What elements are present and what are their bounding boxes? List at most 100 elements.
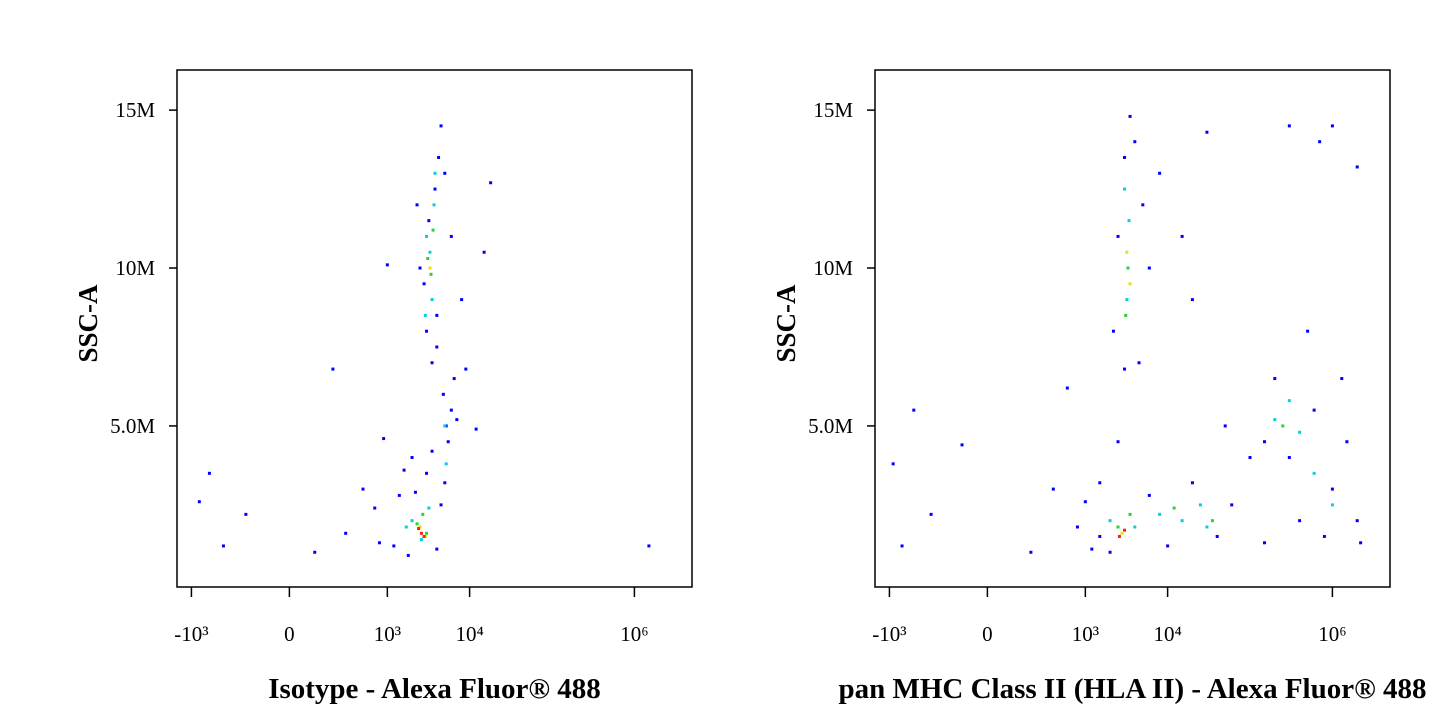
point	[439, 124, 443, 128]
x-tick-label: 0	[284, 622, 295, 646]
point	[428, 250, 432, 254]
point	[373, 506, 377, 510]
point	[1322, 534, 1326, 538]
x-tick-label: 10³	[374, 622, 401, 646]
point	[427, 506, 431, 510]
point	[1172, 506, 1176, 510]
point	[912, 408, 916, 412]
plot-frame	[874, 69, 1391, 588]
point	[1190, 481, 1194, 485]
point	[449, 408, 453, 412]
x-tick-label: 10⁴	[455, 622, 483, 646]
point	[1128, 114, 1132, 118]
point	[382, 437, 386, 441]
point	[421, 512, 425, 516]
point	[439, 503, 443, 507]
point	[1029, 550, 1033, 554]
point	[1125, 250, 1129, 254]
point	[455, 418, 459, 422]
point	[1108, 550, 1112, 554]
plot-frame	[176, 69, 693, 588]
point	[385, 263, 389, 267]
point	[1312, 471, 1316, 475]
point	[419, 538, 423, 542]
point	[1198, 503, 1202, 507]
point	[430, 298, 434, 302]
point	[1123, 367, 1127, 371]
point	[1126, 266, 1130, 270]
x-tick-label: 0	[982, 622, 993, 646]
point	[402, 468, 406, 472]
point	[1147, 493, 1151, 497]
x-axis-label: pan MHC Class II (HLA II) - Alexa Fluor®…	[838, 673, 1426, 705]
point	[1051, 487, 1055, 491]
point	[415, 203, 419, 207]
point	[1123, 155, 1127, 159]
point	[1215, 534, 1219, 538]
point	[1273, 377, 1277, 381]
point	[1306, 329, 1310, 333]
point	[410, 519, 414, 523]
point	[1166, 544, 1170, 548]
point	[1287, 399, 1291, 403]
point	[425, 471, 429, 475]
point	[1125, 298, 1129, 302]
x-tick-label: 10⁴	[1153, 622, 1181, 646]
x-tick-label: 10³	[1072, 622, 1099, 646]
point	[430, 361, 434, 365]
point	[444, 462, 448, 466]
x-tick-label: 10⁶	[1318, 622, 1346, 646]
point	[1263, 541, 1267, 545]
point	[891, 462, 895, 466]
y-axis-label: SSC-A	[73, 284, 103, 363]
point	[449, 234, 453, 238]
point	[1124, 313, 1128, 317]
point	[1312, 408, 1316, 412]
point	[443, 171, 447, 175]
point	[929, 512, 933, 516]
point	[423, 313, 427, 317]
point	[1123, 528, 1127, 532]
point	[1108, 519, 1112, 523]
point	[413, 490, 417, 494]
point	[1273, 418, 1277, 422]
point	[418, 266, 422, 270]
point	[1158, 171, 1162, 175]
point	[1190, 298, 1194, 302]
point	[446, 440, 450, 444]
point	[415, 522, 419, 526]
point	[1330, 503, 1334, 507]
point	[392, 544, 396, 548]
point	[1223, 424, 1227, 428]
point	[1128, 512, 1132, 516]
point	[361, 487, 365, 491]
point	[900, 544, 904, 548]
y-tick-label: 10M	[813, 256, 853, 280]
point	[344, 531, 348, 535]
point	[1287, 124, 1291, 128]
point	[431, 228, 435, 232]
point	[435, 345, 439, 349]
point	[1210, 519, 1214, 523]
point	[1158, 512, 1162, 516]
point	[1127, 219, 1131, 223]
point	[1330, 487, 1334, 491]
point	[418, 525, 422, 529]
point	[482, 250, 486, 254]
point	[437, 155, 441, 159]
point	[474, 427, 478, 431]
point	[1141, 203, 1145, 207]
point	[377, 541, 381, 545]
point	[1180, 234, 1184, 238]
point	[1065, 386, 1069, 390]
point	[1083, 500, 1087, 504]
plot: 5.0M 10M 15M -10³ 0 10³ 10⁴ 10⁶ Isotype - Alexa …	[73, 69, 693, 705]
point	[1263, 440, 1267, 444]
x-tick-label: -10³	[174, 622, 208, 646]
point	[313, 550, 317, 554]
point	[1230, 503, 1234, 507]
point	[1137, 361, 1141, 365]
point	[425, 531, 429, 535]
point	[1355, 165, 1359, 169]
